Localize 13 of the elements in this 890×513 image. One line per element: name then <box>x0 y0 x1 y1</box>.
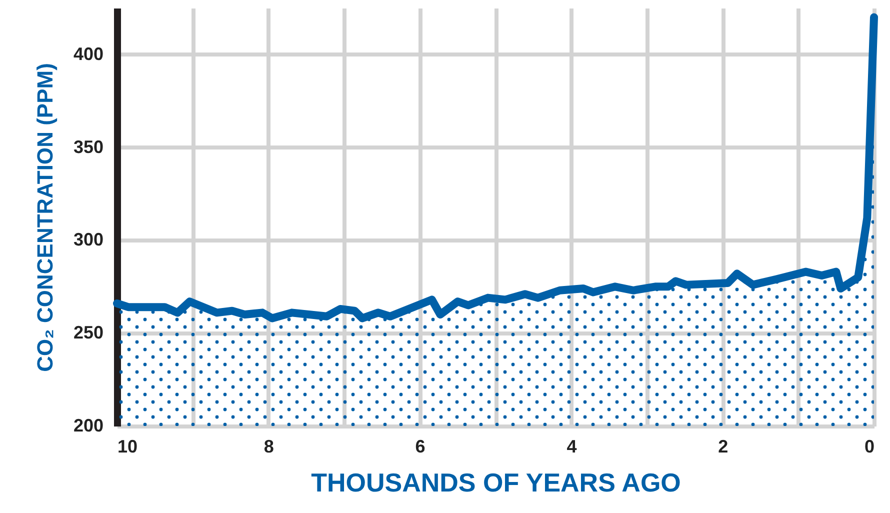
x-tick-label: 2 <box>718 436 728 456</box>
y-tick-label: 350 <box>73 136 104 157</box>
y-tick-label: 400 <box>73 44 104 64</box>
x-tick-label: 10 <box>118 436 138 456</box>
x-tick-label: 4 <box>566 436 577 456</box>
x-tick-label: 0 <box>864 436 874 456</box>
x-tick-label: 6 <box>415 436 426 456</box>
y-tick-label: 250 <box>73 322 104 343</box>
x-axis-title: THOUSANDS OF YEARS AGO <box>311 468 681 498</box>
x-tick-label: 8 <box>264 436 274 456</box>
y-axis-title: CO₂ CONCENTRATION (PPM) <box>32 63 58 372</box>
y-tick-label: 300 <box>73 230 104 250</box>
y-tick-label: 200 <box>73 416 104 436</box>
